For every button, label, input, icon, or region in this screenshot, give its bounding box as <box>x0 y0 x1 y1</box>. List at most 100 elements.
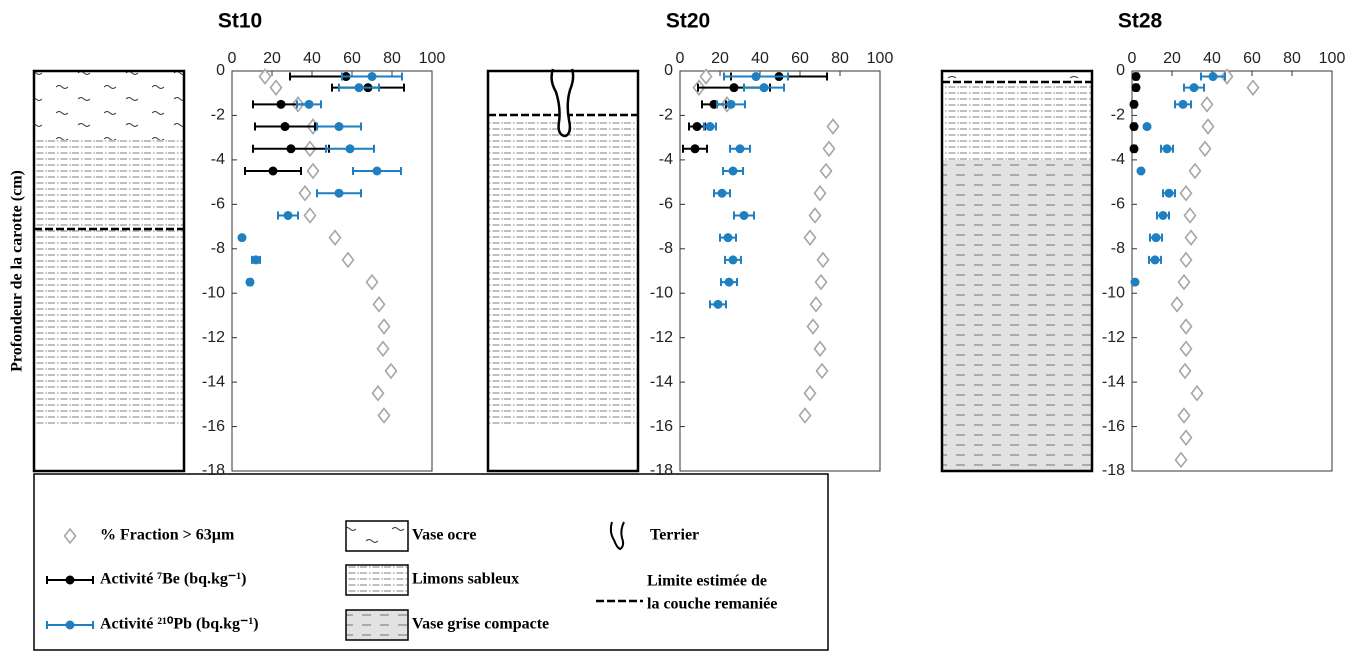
legend-label: Terrier <box>650 527 699 544</box>
diamond-marker <box>306 162 320 180</box>
core-st20 <box>486 68 640 473</box>
x-tick-label: 80 <box>831 50 849 67</box>
x-tick-label: 0 <box>228 50 237 67</box>
y-tick-label: -4 <box>211 151 225 168</box>
diamond-marker <box>298 184 312 202</box>
diamond-marker <box>1178 362 1192 380</box>
circle-marker <box>1136 166 1146 176</box>
diamond-marker <box>372 296 386 313</box>
legend-label: Vase ocre <box>412 527 476 544</box>
core-st28 <box>940 69 1094 473</box>
y-tick-label: -14 <box>650 373 673 390</box>
y-tick-label: -8 <box>1111 240 1125 257</box>
circle-marker <box>280 122 290 132</box>
circle-marker <box>735 144 745 154</box>
x-tick-label: 20 <box>263 50 281 67</box>
y-tick-label: -16 <box>202 418 225 435</box>
diamond-marker <box>1177 407 1191 424</box>
diamond-marker <box>815 362 829 380</box>
y-tick-label: -16 <box>650 418 673 435</box>
y-tick-label: -18 <box>650 462 673 479</box>
circle-marker <box>1208 72 1218 82</box>
circle-marker <box>1129 122 1139 132</box>
y-tick-label: -8 <box>659 240 673 257</box>
y-tick-label: -6 <box>1111 196 1125 213</box>
y-axis-label: Profondeur de la carotte (cm) <box>9 170 26 372</box>
plot-frame <box>679 70 881 472</box>
diamond-marker <box>1177 273 1191 291</box>
x-tick-label: 40 <box>303 50 321 67</box>
circle-marker <box>1142 122 1152 132</box>
diamond-marker <box>1179 340 1193 358</box>
diamond-marker <box>371 384 385 402</box>
diamond-marker <box>1201 118 1215 135</box>
y-tick-label: -12 <box>650 329 673 346</box>
y-tick-label: -8 <box>211 240 225 257</box>
legend-label: Limite estimée de <box>647 573 767 590</box>
legend: Vase ocre Limons sableux Vase grise comp… <box>33 473 829 651</box>
circle-marker <box>334 122 344 132</box>
diamond-marker <box>1179 184 1193 202</box>
legend-label: Activité ²¹⁰Pb (bq.kg⁻¹) <box>100 616 259 633</box>
diamond-marker <box>699 68 713 85</box>
circle-marker <box>751 72 761 82</box>
circle-marker <box>729 83 739 93</box>
diamond-marker <box>384 362 398 380</box>
diamond-marker <box>809 296 823 313</box>
diamond-marker <box>814 273 828 291</box>
circle-marker <box>705 122 715 132</box>
diamond-marker <box>1179 251 1193 269</box>
diamond-marker <box>1184 229 1198 246</box>
diamond-marker <box>808 207 822 224</box>
y-tick-label: -6 <box>659 196 673 213</box>
y-tick-label: -2 <box>1111 107 1125 124</box>
legend-label: % Fraction > 63µm <box>100 527 235 544</box>
chart-title: St10 <box>218 10 262 33</box>
diamond-marker <box>258 68 272 85</box>
circle-marker <box>237 233 247 243</box>
diamond-marker <box>376 340 390 358</box>
diamond-marker <box>1190 384 1204 402</box>
y-tick-label: -18 <box>1102 462 1125 479</box>
y-tick-label: -12 <box>1102 329 1125 346</box>
plot: St20 0 20 40 60 80 100 0 -2 -4 -6 -8 -10 -12 -14 -16 -18 <box>650 10 894 480</box>
plot-frame <box>1131 70 1333 472</box>
diamond-marker <box>806 318 820 335</box>
x-tick-label: 60 <box>343 50 361 67</box>
x-tick-label: 100 <box>867 50 894 67</box>
x-tick-label: 80 <box>1283 50 1301 67</box>
legend-label: la couche remaniée <box>647 596 777 613</box>
circle-marker <box>759 83 769 93</box>
x-tick-label: 80 <box>383 50 401 67</box>
chart-title: St20 <box>666 10 710 33</box>
diamond-marker <box>1179 318 1193 335</box>
diamond-marker <box>377 318 391 335</box>
plot-frame <box>231 70 433 472</box>
y-tick-label: 0 <box>1116 62 1125 79</box>
legend-label: Limons sableux <box>412 571 519 588</box>
circle-marker <box>372 166 382 176</box>
diamond-marker <box>341 251 355 269</box>
y-tick-label: -2 <box>211 107 225 124</box>
diamond-marker <box>813 340 827 358</box>
x-tick-label: 20 <box>1163 50 1181 67</box>
x-tick-label: 0 <box>676 50 685 67</box>
diamond-marker <box>1174 451 1188 469</box>
y-tick-label: -6 <box>211 196 225 213</box>
circle-marker <box>728 166 738 176</box>
circle-marker <box>65 575 75 585</box>
diamond-marker <box>798 407 812 424</box>
y-tick-label: -10 <box>202 284 225 301</box>
y-tick-label: 0 <box>216 62 225 79</box>
circle-marker <box>286 144 296 154</box>
y-tick-label: -10 <box>650 284 673 301</box>
circle-marker <box>726 99 736 109</box>
circle-marker <box>724 277 734 287</box>
diamond-marker <box>1188 162 1202 180</box>
diamond-marker <box>328 229 342 246</box>
circle-marker <box>1130 277 1140 287</box>
diamond-marker <box>803 384 817 402</box>
circle-marker <box>739 210 749 220</box>
circle-marker <box>245 277 255 287</box>
